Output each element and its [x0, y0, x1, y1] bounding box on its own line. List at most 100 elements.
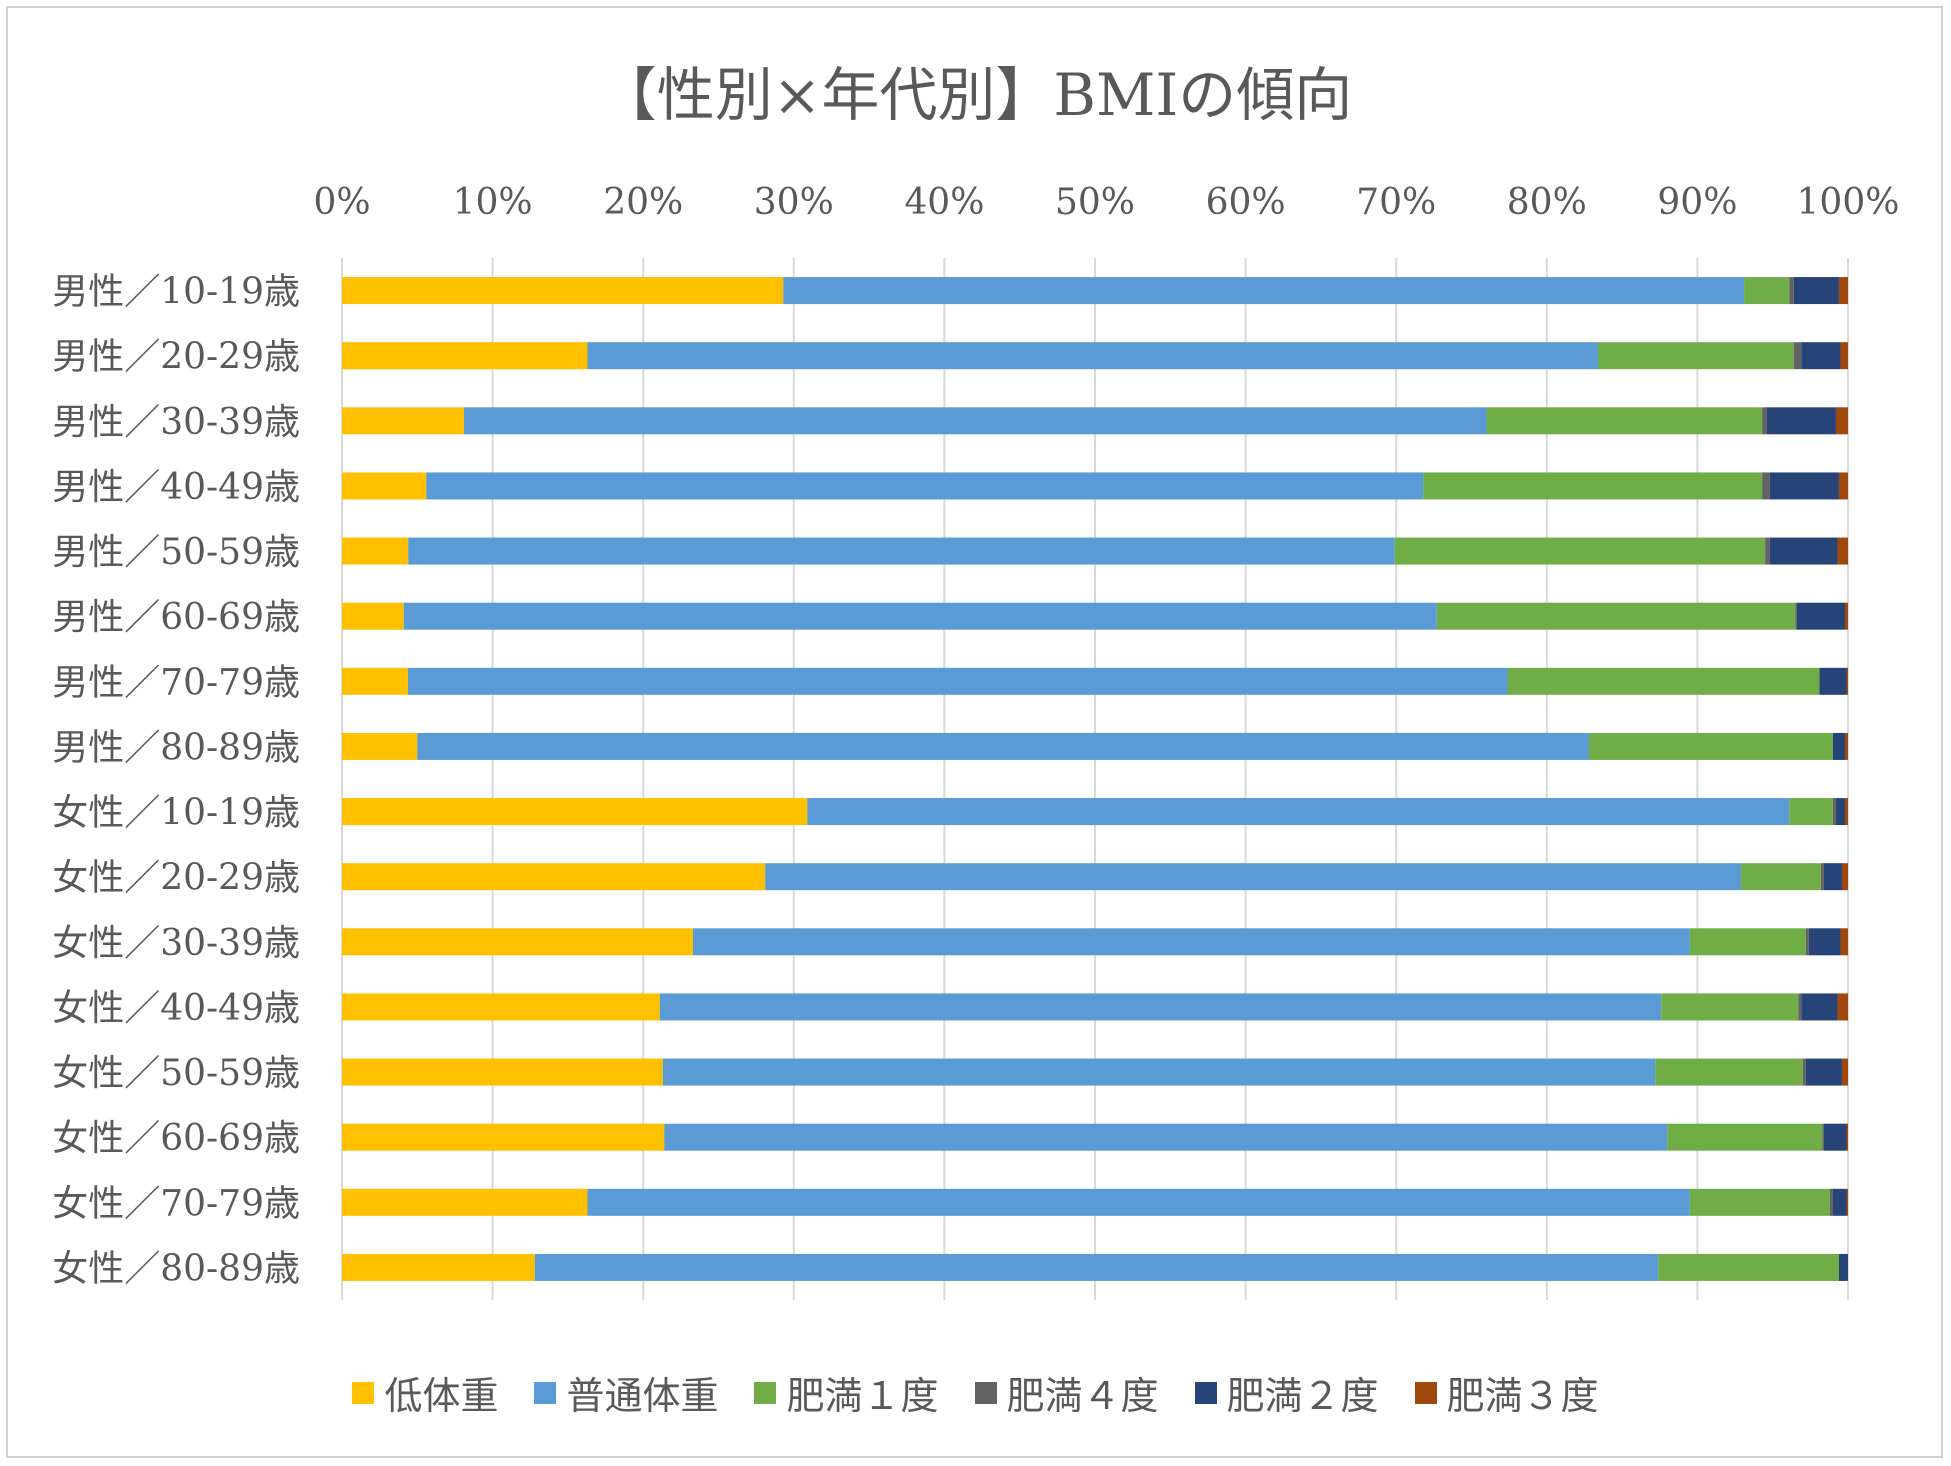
legend-item: 普通体重 [534, 1365, 718, 1420]
legend-label: 肥満１度 [786, 1374, 939, 1418]
x-tick-label: 20% [603, 182, 683, 223]
legend-swatch [1194, 1381, 1217, 1404]
bar-segment [1832, 1188, 1847, 1216]
legend-swatch [1414, 1381, 1437, 1404]
bar-segment [1835, 407, 1848, 435]
chart-frame [6, 6, 1943, 1458]
bar-segment [1655, 1058, 1803, 1086]
legend-label: 肥満２度 [1226, 1374, 1379, 1418]
x-tick-label: 0% [313, 182, 370, 223]
bar-segment [1846, 1188, 1848, 1216]
bar-segment [1436, 602, 1796, 630]
bar-segment [1423, 472, 1763, 500]
bar-segment [1801, 342, 1841, 370]
category-label: 女性／10-19歳 [52, 793, 300, 834]
bar-segment [1829, 1188, 1833, 1216]
bar-segment [1837, 993, 1848, 1021]
legend-item: 肥満４度 [974, 1365, 1159, 1420]
x-tick-label: 50% [1055, 182, 1135, 223]
bar-segment [1661, 993, 1799, 1021]
bar-segment [342, 798, 808, 826]
bar-segment [1846, 667, 1848, 695]
bar-segment [1838, 1253, 1848, 1281]
bar-segment [1798, 993, 1802, 1021]
legend-swatch [534, 1381, 557, 1404]
bar-segment [342, 1253, 535, 1281]
bar-segment [1841, 863, 1848, 891]
legend-label: 低体重 [384, 1374, 499, 1418]
category-label: 女性／80-89歳 [52, 1248, 300, 1289]
bar-segment [692, 928, 1690, 956]
category-label: 女性／40-49歳 [52, 988, 300, 1029]
legend-label: 肥満３度 [1446, 1374, 1599, 1418]
bar-segment [1819, 667, 1847, 695]
bar-segment [1822, 1123, 1824, 1151]
category-label: 男性／70-79歳 [52, 662, 300, 703]
bar-segment [1793, 277, 1839, 305]
legend-label: 肥満４度 [1006, 1374, 1159, 1418]
bar-segment [426, 472, 1424, 500]
x-tick-label: 40% [904, 182, 984, 223]
bar-segment [342, 928, 693, 956]
bar-segment [342, 1058, 663, 1086]
x-tick-label: 90% [1657, 182, 1737, 223]
bar-segment [1805, 1058, 1842, 1086]
bar-segment [1823, 1123, 1847, 1151]
bar-segment [1840, 342, 1848, 370]
bar-segment [342, 472, 427, 500]
bar-segment [463, 407, 1487, 435]
bar-segment [408, 537, 1395, 565]
bar-segment [1835, 798, 1845, 826]
bar-segment [1769, 472, 1839, 500]
legend-swatch [754, 1381, 777, 1404]
x-tick-label: 80% [1507, 182, 1587, 223]
bar-segment [1823, 863, 1842, 891]
bar-segment [1844, 602, 1848, 630]
bar-segment [1838, 277, 1848, 305]
bar-segment [1796, 602, 1845, 630]
bar-segment [417, 732, 1589, 760]
bar-segment [1832, 798, 1836, 826]
bar-segment [659, 993, 1662, 1021]
bar-segment [342, 342, 588, 370]
bar-segment [342, 277, 784, 305]
x-tick-label: 100% [1797, 182, 1900, 223]
bar-segment [342, 732, 418, 760]
chart-legend: 低体重 普通体重 肥満１度 肥満４度 肥満２度 肥満３度 [0, 1365, 1951, 1420]
bar-segment [1840, 928, 1848, 956]
bar-segment [408, 667, 1508, 695]
bar-segment [1808, 928, 1841, 956]
bar-segment [1838, 472, 1848, 500]
x-tick-label: 70% [1356, 182, 1436, 223]
bar-segment [765, 863, 1742, 891]
legend-item: 低体重 [352, 1365, 498, 1420]
bar-segment [662, 1058, 1656, 1086]
bar-segment [1789, 798, 1833, 826]
bar-segment [1588, 732, 1833, 760]
bar-segment [1689, 1188, 1830, 1216]
bar-segment [1766, 407, 1836, 435]
bar-segment [403, 602, 1437, 630]
bar-segment [1832, 732, 1845, 760]
category-label: 男性／10-19歳 [52, 272, 300, 313]
bar-segment [342, 407, 464, 435]
bar-segment [1805, 928, 1809, 956]
bar-segment [342, 1123, 665, 1151]
bar-segment [342, 993, 660, 1021]
bar-segment [1844, 798, 1848, 826]
bar-segment [1762, 472, 1770, 500]
bar-segment [1795, 602, 1797, 630]
bar-segment [1820, 863, 1824, 891]
legend-label: 普通体重 [566, 1374, 719, 1418]
bar-segment [1658, 1253, 1839, 1281]
bar-segment [1689, 928, 1806, 956]
category-label: 男性／40-49歳 [52, 467, 300, 508]
category-label: 男性／50-59歳 [52, 532, 300, 573]
legend-item: 肥満１度 [754, 1365, 939, 1420]
bar-segment [1802, 1058, 1806, 1086]
bar-segment [342, 537, 409, 565]
category-label: 男性／60-69歳 [52, 597, 300, 638]
legend-item: 肥満３度 [1414, 1365, 1599, 1420]
category-label: 男性／30-39歳 [52, 402, 300, 443]
